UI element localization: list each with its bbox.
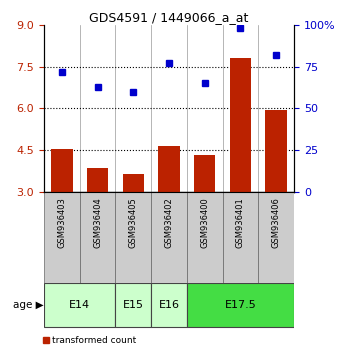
Bar <box>151 284 187 327</box>
Bar <box>44 192 80 284</box>
Bar <box>51 149 73 192</box>
Bar <box>223 192 258 284</box>
Text: E15: E15 <box>123 300 144 310</box>
Text: E17.5: E17.5 <box>224 300 256 310</box>
Bar <box>230 58 251 192</box>
Bar <box>158 146 180 192</box>
Bar <box>115 192 151 284</box>
Bar <box>187 192 223 284</box>
Title: GDS4591 / 1449066_a_at: GDS4591 / 1449066_a_at <box>89 11 249 24</box>
Bar <box>194 154 215 192</box>
Text: E14: E14 <box>69 300 90 310</box>
Bar <box>115 284 151 327</box>
Text: transformed count: transformed count <box>52 336 136 345</box>
Bar <box>187 284 294 327</box>
Text: GSM936402: GSM936402 <box>165 197 173 247</box>
Text: GSM936400: GSM936400 <box>200 197 209 247</box>
Text: E16: E16 <box>159 300 179 310</box>
Text: GSM936406: GSM936406 <box>272 197 281 248</box>
Bar <box>87 169 108 192</box>
Bar <box>151 192 187 284</box>
Text: age ▶: age ▶ <box>13 300 44 310</box>
Bar <box>258 192 294 284</box>
Text: GSM936401: GSM936401 <box>236 197 245 247</box>
Text: GSM936403: GSM936403 <box>57 197 66 248</box>
Bar <box>44 284 115 327</box>
Text: GSM936404: GSM936404 <box>93 197 102 247</box>
Text: GSM936405: GSM936405 <box>129 197 138 247</box>
Bar <box>123 174 144 192</box>
Bar <box>265 110 287 192</box>
Bar <box>80 192 115 284</box>
